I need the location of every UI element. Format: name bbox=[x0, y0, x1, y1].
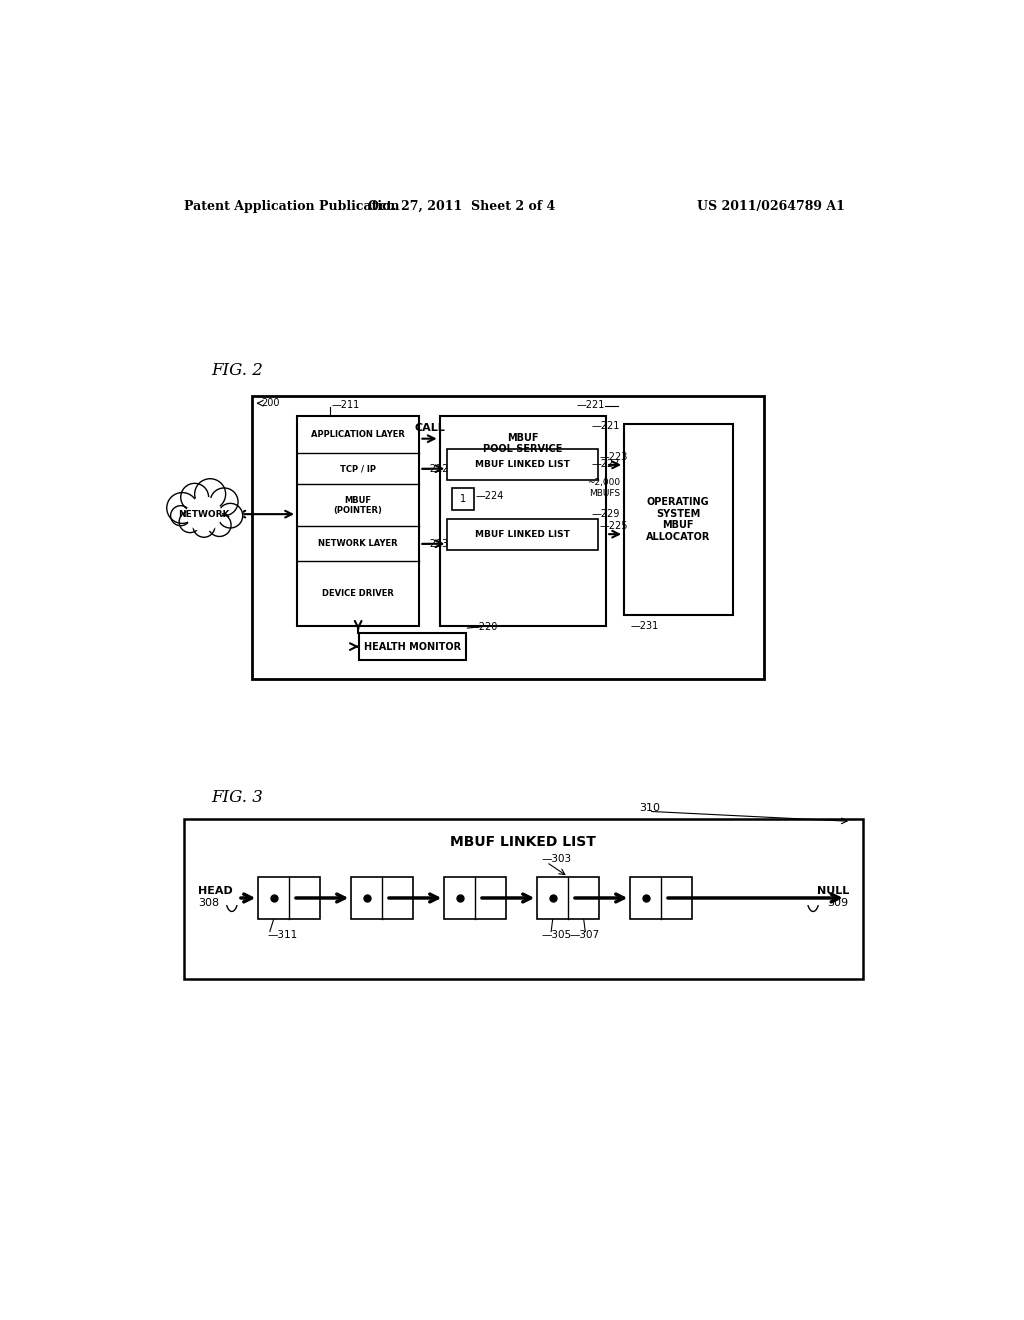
Text: MBUF
POOL SERVICE: MBUF POOL SERVICE bbox=[483, 433, 562, 454]
Text: FIG. 2: FIG. 2 bbox=[212, 362, 263, 379]
FancyBboxPatch shape bbox=[297, 416, 420, 626]
Circle shape bbox=[179, 511, 201, 533]
Circle shape bbox=[167, 492, 198, 523]
Circle shape bbox=[218, 503, 243, 528]
FancyBboxPatch shape bbox=[452, 488, 474, 510]
Text: —307: —307 bbox=[569, 929, 600, 940]
Text: —227: —227 bbox=[592, 459, 621, 469]
Text: —220: —220 bbox=[470, 622, 498, 631]
Text: HEAD: HEAD bbox=[198, 886, 232, 896]
Text: Oct. 27, 2011  Sheet 2 of 4: Oct. 27, 2011 Sheet 2 of 4 bbox=[368, 199, 555, 213]
Text: MBUF
(POINTER): MBUF (POINTER) bbox=[334, 495, 383, 515]
Text: TCP / IP: TCP / IP bbox=[340, 465, 376, 473]
Text: MBUF LINKED LIST: MBUF LINKED LIST bbox=[451, 836, 596, 849]
FancyBboxPatch shape bbox=[538, 876, 599, 919]
Text: HEALTH MONITOR: HEALTH MONITOR bbox=[364, 642, 461, 652]
Text: OPERATING
SYSTEM
MBUF
ALLOCATOR: OPERATING SYSTEM MBUF ALLOCATOR bbox=[646, 498, 711, 543]
Text: —221: —221 bbox=[577, 400, 604, 409]
FancyBboxPatch shape bbox=[444, 876, 506, 919]
FancyBboxPatch shape bbox=[258, 876, 321, 919]
Text: —223: —223 bbox=[600, 453, 629, 462]
Text: —231: —231 bbox=[630, 620, 658, 631]
Text: —224: —224 bbox=[475, 491, 504, 500]
FancyBboxPatch shape bbox=[630, 876, 692, 919]
Circle shape bbox=[180, 483, 209, 511]
Text: —213: —213 bbox=[421, 539, 450, 549]
Circle shape bbox=[187, 498, 221, 531]
Text: 308: 308 bbox=[198, 898, 219, 908]
FancyBboxPatch shape bbox=[351, 876, 414, 919]
Text: —212: —212 bbox=[421, 463, 450, 474]
Circle shape bbox=[208, 513, 231, 536]
Text: —305: —305 bbox=[541, 929, 571, 940]
FancyBboxPatch shape bbox=[447, 449, 598, 480]
FancyBboxPatch shape bbox=[359, 632, 466, 660]
Text: DEVICE DRIVER: DEVICE DRIVER bbox=[323, 589, 394, 598]
Circle shape bbox=[195, 479, 225, 510]
Circle shape bbox=[194, 516, 215, 537]
Text: —229: —229 bbox=[592, 510, 621, 519]
FancyBboxPatch shape bbox=[183, 818, 862, 979]
Text: NULL: NULL bbox=[816, 886, 849, 896]
Text: 1: 1 bbox=[460, 494, 466, 504]
Text: NETWORK: NETWORK bbox=[178, 510, 229, 519]
Text: —221: —221 bbox=[592, 421, 621, 432]
Text: —311: —311 bbox=[267, 929, 298, 940]
Text: NETWORK LAYER: NETWORK LAYER bbox=[318, 540, 398, 548]
FancyBboxPatch shape bbox=[252, 396, 764, 678]
Text: —205: —205 bbox=[180, 491, 208, 500]
Text: FIG. 3: FIG. 3 bbox=[212, 789, 263, 807]
Text: 309: 309 bbox=[827, 898, 849, 908]
Text: —211: —211 bbox=[332, 400, 360, 409]
Text: ~2,000
MBUFS: ~2,000 MBUFS bbox=[587, 478, 621, 498]
Text: US 2011/0264789 A1: US 2011/0264789 A1 bbox=[697, 199, 845, 213]
Text: MBUF LINKED LIST: MBUF LINKED LIST bbox=[475, 529, 570, 539]
FancyBboxPatch shape bbox=[624, 424, 732, 615]
Text: —303: —303 bbox=[541, 854, 571, 865]
Text: 310: 310 bbox=[640, 803, 660, 813]
FancyBboxPatch shape bbox=[439, 416, 606, 626]
Text: Patent Application Publication: Patent Application Publication bbox=[183, 199, 399, 213]
Circle shape bbox=[210, 488, 238, 516]
Text: APPLICATION LAYER: APPLICATION LAYER bbox=[311, 430, 406, 440]
Text: MBUF LINKED LIST: MBUF LINKED LIST bbox=[475, 461, 570, 470]
Text: CALL: CALL bbox=[414, 422, 444, 433]
Text: —225: —225 bbox=[600, 521, 629, 532]
Circle shape bbox=[171, 506, 190, 525]
FancyBboxPatch shape bbox=[447, 519, 598, 549]
Text: 200: 200 bbox=[261, 399, 280, 408]
